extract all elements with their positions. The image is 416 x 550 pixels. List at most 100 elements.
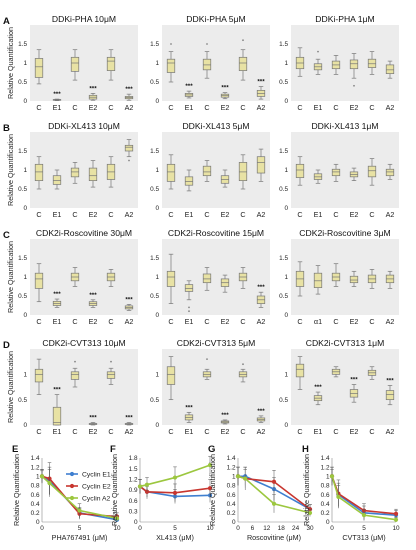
box-body: [106, 56, 116, 71]
box-c: C: [331, 163, 341, 219]
significance-label: ***: [185, 404, 193, 411]
data-point: [235, 474, 241, 479]
box-a2: *** A2: [257, 408, 266, 436]
y-tick-label: 0: [232, 519, 236, 526]
outlier-point: [353, 84, 355, 87]
box-a2: *** A2: [125, 414, 134, 436]
panel-letter: B: [3, 123, 10, 134]
legend-marker: [69, 471, 75, 477]
box-body: [70, 56, 80, 72]
panel-title: DDKi-XL413 10μM: [48, 121, 120, 131]
category-label: C: [72, 317, 77, 326]
y-tick-label: 0: [134, 519, 138, 526]
box-body: [106, 371, 116, 379]
x-tick-label: 5: [362, 525, 366, 532]
y-tick-label: 0.5: [18, 397, 27, 404]
panel-letter: H: [302, 444, 309, 455]
box-body: [202, 165, 212, 177]
plot-area: [291, 239, 399, 315]
y-tick-label: 1.5: [18, 41, 27, 48]
box-c: C: [202, 358, 212, 436]
category-label: C: [297, 427, 302, 436]
y-tick-label: 0.6: [227, 492, 236, 499]
y-tick-label: 0.8: [31, 483, 40, 490]
box-c: C: [70, 267, 80, 326]
y-tick-label: 1.5: [279, 41, 288, 48]
box-panel-9: CDK2i-Roscovitine 3μM 0 0.5 1 1.5 C α1 C E2 C A2: [279, 228, 399, 326]
significance-label: ***: [386, 377, 394, 384]
significance-label: ***: [221, 412, 229, 419]
outlier-point: [170, 43, 172, 45]
category-label: E1: [314, 103, 323, 112]
y-tick-label: 1: [284, 274, 288, 281]
y-tick-label: 0.5: [279, 79, 288, 86]
y-tick-label: 0.5: [150, 293, 159, 300]
category-label: E2: [221, 210, 230, 219]
significance-label: ***: [125, 414, 133, 421]
category-label: A2: [257, 210, 266, 219]
y-tick-label: 0: [23, 98, 27, 105]
y-tick-label: 0: [284, 312, 288, 319]
box-c: C: [202, 43, 212, 112]
y-tick-label: 1.2: [321, 464, 330, 471]
panel-title: CDK2i-Roscovitine 30μM: [36, 228, 132, 238]
box-body: [256, 156, 266, 174]
y-tick-label: 0: [284, 422, 288, 429]
significance-label: ***: [53, 291, 61, 298]
y-tick-label: 1.4: [31, 455, 40, 462]
series-line: [237, 475, 311, 514]
category-label: C: [240, 103, 245, 112]
data-point: [329, 474, 335, 479]
outlier-point: [206, 358, 208, 361]
y-tick-label: 1: [155, 167, 159, 174]
outlier-point: [110, 360, 112, 363]
category-label: A2: [257, 317, 266, 326]
y-tick-label: 0.4: [227, 501, 236, 508]
plot-area: [291, 25, 399, 101]
x-tick-label: 0: [40, 525, 44, 532]
box-c: C: [106, 49, 116, 112]
box-body: [313, 272, 323, 288]
box-c: C: [166, 253, 176, 326]
category-label: C: [297, 210, 302, 219]
box-e2: E2: [349, 53, 359, 112]
box-body: [295, 363, 305, 378]
category-label: A2: [257, 427, 266, 436]
box-body: [385, 390, 395, 401]
category-label: C: [168, 103, 173, 112]
panel-title: DDKi-XL413 1μM: [311, 121, 378, 131]
category-label: A2: [125, 427, 134, 436]
category-label: C: [108, 103, 113, 112]
box-c: C: [202, 160, 212, 219]
legend-marker: [69, 483, 75, 489]
category-label: C: [204, 210, 209, 219]
y-tick-label: 1.5: [129, 466, 138, 473]
y-axis-label: Relative Quantification: [110, 454, 119, 526]
x-tick-label: 30: [306, 525, 314, 532]
box-e1: *** E1: [314, 384, 323, 436]
box-body: [52, 406, 62, 426]
legend: Cyclin E1 Cyclin E2 Cyclin A2: [66, 471, 111, 502]
y-tick-label: 1: [155, 274, 159, 281]
y-tick-label: 0.2: [321, 510, 330, 517]
panel-title: DDKi-PHA 5μM: [186, 14, 245, 24]
data-point: [271, 501, 277, 506]
box-e2: E2: [89, 160, 97, 219]
series-line: [238, 475, 311, 510]
box-body: [385, 64, 395, 74]
box-body: [349, 59, 359, 70]
x-axis-label: XL413 (μM): [156, 533, 194, 542]
significance-label: ***: [89, 414, 97, 421]
category-label: E2: [221, 103, 230, 112]
box-c: C: [106, 269, 116, 326]
box-panel-6: DDKi-XL413 1μM 0 0.5 1 1.5 C E1 C E2 C A2: [279, 121, 399, 219]
y-tick-label: 1: [155, 60, 159, 67]
y-axis-label: Relative Quantification: [12, 454, 21, 526]
legend-label: Cyclin E1: [82, 471, 111, 478]
box-body: [52, 175, 62, 185]
category-label: E2: [89, 103, 98, 112]
y-tick-label: 1: [232, 473, 236, 480]
